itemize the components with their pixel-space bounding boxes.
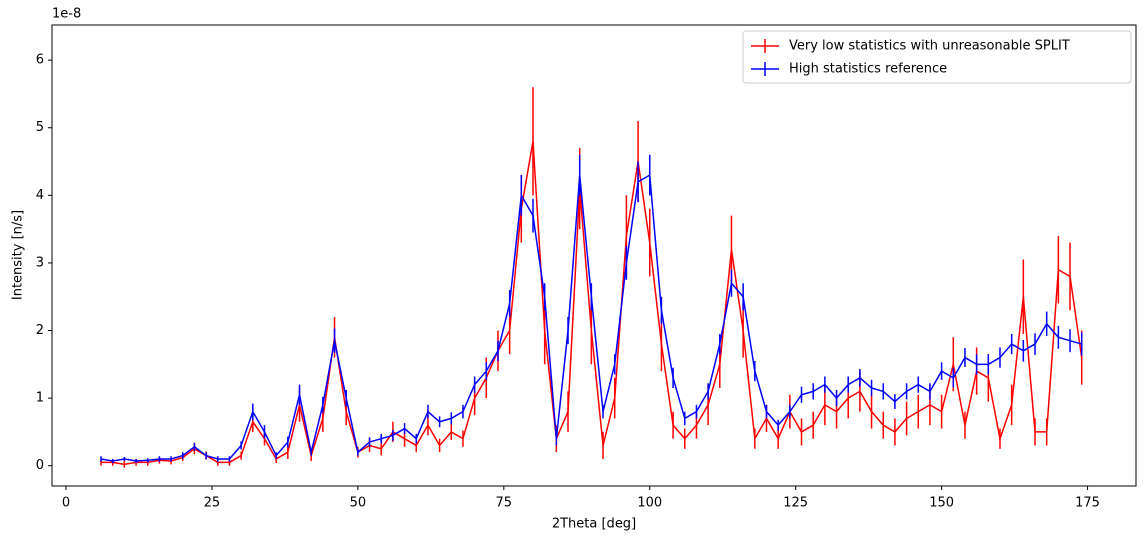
y-tick-label: 0 xyxy=(36,458,44,473)
x-tick-label: 25 xyxy=(204,496,221,511)
x-tick-label: 175 xyxy=(1075,496,1100,511)
series xyxy=(100,87,1083,468)
x-tick-label: 100 xyxy=(637,496,662,511)
y-tick-label: 3 xyxy=(36,255,44,270)
y-tick-label: 1 xyxy=(36,391,44,406)
data-line xyxy=(100,173,1082,462)
y-tick-label: 6 xyxy=(36,53,44,68)
x-tick-label: 150 xyxy=(929,496,954,511)
legend-box xyxy=(742,30,1132,84)
x-tick-label: 0 xyxy=(62,496,70,511)
y-axis-label: Intensity [n/s] xyxy=(11,210,26,300)
x-axis-label: 2Theta [deg] xyxy=(552,517,636,532)
y-tick-label: 2 xyxy=(36,323,44,338)
legend-label: Very low statistics with unreasonable SP… xyxy=(789,39,1070,54)
x-tick-label: 125 xyxy=(783,496,808,511)
x-tick-label: 50 xyxy=(350,496,367,511)
plot-frame xyxy=(51,24,1137,487)
series xyxy=(100,154,1083,464)
y-tick-label: 4 xyxy=(36,188,44,203)
x-tick-label: 75 xyxy=(496,496,513,511)
y-offset-label: 1e-8 xyxy=(52,7,81,22)
legend-label: High statistics reference xyxy=(789,62,947,77)
y-tick-label: 5 xyxy=(36,120,44,135)
